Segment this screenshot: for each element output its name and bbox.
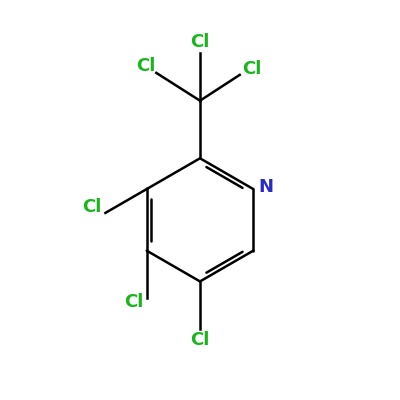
Text: Cl: Cl: [190, 33, 210, 51]
Text: N: N: [258, 178, 274, 196]
Text: Cl: Cl: [190, 331, 210, 349]
Text: Cl: Cl: [83, 198, 102, 216]
Text: Cl: Cl: [136, 57, 155, 75]
Text: Cl: Cl: [124, 293, 143, 311]
Text: Cl: Cl: [242, 60, 261, 78]
